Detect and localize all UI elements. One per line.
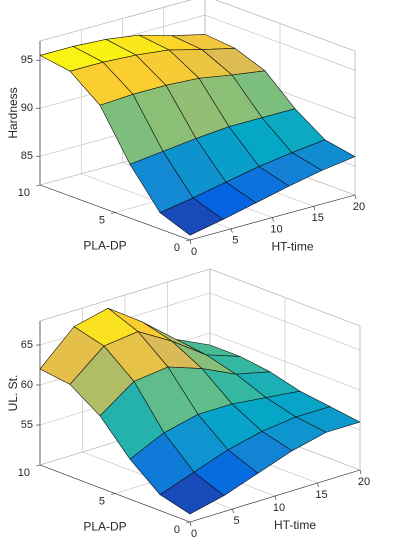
x-axis-label: HT-time [274, 518, 316, 532]
surface-face [159, 471, 225, 515]
tick-mark [274, 495, 277, 501]
tick-mark [189, 521, 192, 527]
tick-mark [354, 194, 357, 200]
x-tick-label: 20 [353, 201, 365, 213]
z-tick-label: 65 [21, 339, 33, 351]
x-tick-label: 0 [191, 246, 197, 258]
tick-mark [35, 184, 41, 187]
tick-mark [185, 521, 191, 524]
z-tick-label: 95 [21, 54, 33, 66]
tick-mark [110, 493, 116, 495]
x-tick-label: 10 [273, 502, 285, 514]
z-axis-label: UL. St. [6, 375, 20, 412]
tick-mark [359, 469, 362, 475]
tick-mark [110, 212, 116, 214]
x-tick-label: 5 [232, 235, 238, 247]
z-tick-label: 60 [21, 379, 33, 391]
x-tick-label: 10 [270, 223, 282, 235]
x-tick-label: 20 [358, 476, 370, 488]
z-tick-label: 85 [21, 150, 33, 162]
y-tick-label: 0 [174, 242, 180, 254]
tick-mark [232, 508, 234, 514]
tick-mark [35, 464, 41, 467]
tick-mark [317, 482, 319, 488]
y-axis-label: PLA-DP [83, 520, 126, 534]
x-tick-label: 5 [233, 515, 239, 527]
y-tick-label: 5 [99, 214, 105, 226]
x-axis-label: HT-time [272, 240, 314, 254]
x-tick-label: 15 [315, 489, 327, 501]
y-tick-label: 0 [174, 524, 180, 536]
tick-mark [313, 206, 316, 211]
surface-face [159, 197, 224, 236]
y-axis-label: PLA-DP [83, 239, 126, 253]
z-tick-label: 90 [21, 102, 33, 114]
z-tick-label: 55 [21, 419, 33, 431]
y-tick-label: 5 [99, 495, 105, 507]
tick-mark [272, 217, 274, 222]
tick-mark [189, 239, 192, 245]
x-tick-label: 15 [312, 212, 324, 224]
x-tick-label: 0 [191, 528, 197, 540]
y-tick-label: 10 [18, 467, 30, 479]
z-axis-label: Hardness [6, 87, 20, 138]
tick-mark [230, 228, 233, 233]
tick-mark [185, 239, 191, 242]
y-tick-label: 10 [18, 187, 30, 199]
